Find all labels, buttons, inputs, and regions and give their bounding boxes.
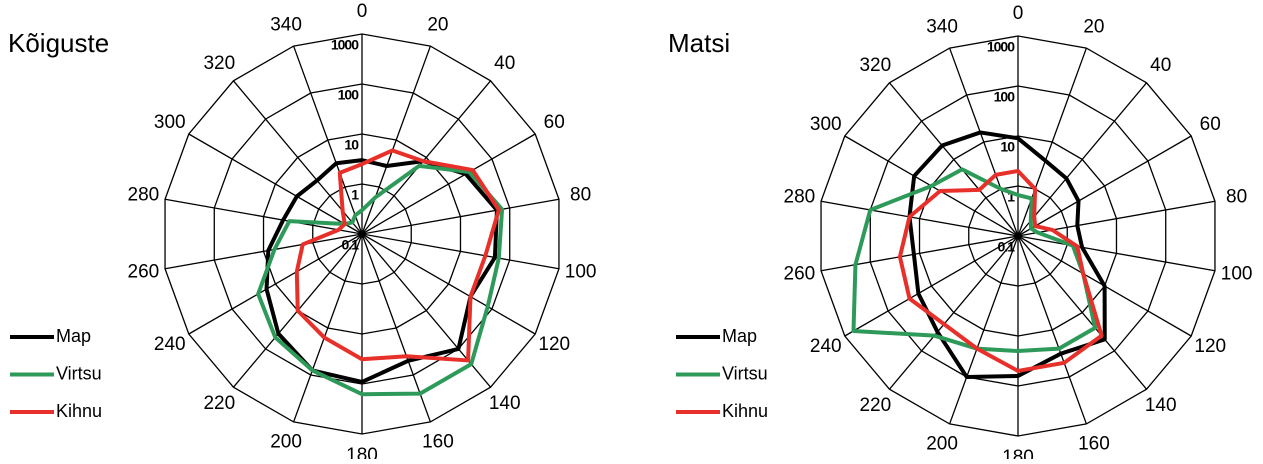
legend-label: Kihnu bbox=[56, 401, 102, 421]
spoke bbox=[188, 233, 363, 335]
angle-label: 320 bbox=[203, 53, 235, 74]
angle-label: 320 bbox=[859, 55, 891, 76]
spoke bbox=[1017, 235, 1216, 272]
angle-label: 140 bbox=[489, 393, 521, 414]
spoke bbox=[1017, 47, 1088, 237]
angle-label: 200 bbox=[926, 434, 958, 455]
angle-label: 140 bbox=[1145, 395, 1177, 416]
angle-label: 220 bbox=[859, 395, 891, 416]
angle-label: 260 bbox=[128, 262, 160, 283]
angle-label: 20 bbox=[1083, 16, 1104, 37]
angle-label: 300 bbox=[154, 112, 186, 133]
spoke bbox=[188, 133, 363, 235]
angle-label: 40 bbox=[1150, 55, 1171, 76]
radar-chart: Matsi 0 20 40 60 80 100 120 140 160 180 200 220 240 26… bbox=[668, 3, 1253, 464]
legend-label: Map bbox=[722, 326, 757, 346]
r-tick-label: 0.1 bbox=[342, 237, 360, 253]
spoke bbox=[164, 233, 363, 270]
chart-title: Kõiguste bbox=[8, 28, 109, 58]
spoke bbox=[1017, 82, 1148, 237]
series-line bbox=[907, 130, 1107, 379]
spoke bbox=[292, 233, 363, 423]
spoke bbox=[164, 198, 363, 235]
angle-label: 340 bbox=[270, 14, 302, 35]
r-tick-label: 1000 bbox=[331, 37, 359, 53]
angle-label: 180 bbox=[346, 445, 378, 459]
legend-label: Virtsu bbox=[56, 363, 102, 383]
spoke bbox=[844, 235, 1019, 337]
radar-chart: Kõiguste 0 20 40 60 80 100 120 140 160 180 200 220 24… bbox=[8, 1, 597, 464]
chart-title: Matsi bbox=[668, 28, 730, 58]
r-tick-label: 100 bbox=[338, 87, 360, 103]
angle-label: 200 bbox=[270, 432, 302, 453]
angle-label: 120 bbox=[538, 334, 570, 355]
angle-label: 80 bbox=[570, 184, 591, 205]
series-line bbox=[264, 158, 499, 384]
spoke bbox=[948, 235, 1019, 425]
angle-label: 180 bbox=[1002, 447, 1034, 459]
angle-label: 80 bbox=[1226, 186, 1247, 207]
angle-label: 60 bbox=[1200, 114, 1221, 135]
r-tick-label: 1 bbox=[351, 187, 359, 203]
angle-label: 0 bbox=[357, 1, 368, 22]
spoke bbox=[292, 45, 363, 235]
angle-label: 340 bbox=[926, 16, 958, 37]
angle-label: 160 bbox=[1078, 434, 1110, 455]
spoke bbox=[948, 47, 1019, 237]
spoke bbox=[361, 80, 492, 235]
angle-label: 260 bbox=[784, 264, 816, 285]
spoke bbox=[1017, 135, 1192, 237]
spoke bbox=[361, 233, 536, 335]
angle-label: 280 bbox=[784, 186, 816, 207]
angle-label: 220 bbox=[203, 393, 235, 414]
angle-label: 20 bbox=[427, 14, 448, 35]
spoke bbox=[1017, 235, 1148, 390]
angle-label: 300 bbox=[810, 114, 842, 135]
spoke bbox=[361, 233, 560, 270]
r-tick-label: 10 bbox=[344, 137, 359, 153]
angle-label: 120 bbox=[1194, 336, 1226, 357]
spoke bbox=[820, 200, 1019, 237]
spoke bbox=[361, 45, 432, 235]
angle-label: 100 bbox=[1221, 264, 1253, 285]
angle-label: 240 bbox=[810, 336, 842, 357]
spoke bbox=[1017, 235, 1088, 425]
angle-label: 0 bbox=[1013, 3, 1024, 24]
r-tick-label: 0.1 bbox=[998, 239, 1016, 255]
angle-label: 100 bbox=[565, 262, 597, 283]
legend-label: Virtsu bbox=[722, 363, 768, 383]
spoke bbox=[361, 133, 536, 235]
spoke bbox=[361, 198, 560, 235]
spoke bbox=[361, 233, 432, 423]
r-tick-label: 1000 bbox=[987, 39, 1015, 55]
r-tick-label: 10 bbox=[1000, 139, 1015, 155]
legend-label: Kihnu bbox=[722, 401, 768, 421]
r-tick-label: 1 bbox=[1007, 189, 1015, 205]
angle-label: 160 bbox=[422, 432, 454, 453]
angle-label: 60 bbox=[544, 112, 565, 133]
angle-label: 280 bbox=[128, 184, 160, 205]
angle-label: 40 bbox=[494, 53, 515, 74]
angle-label: 240 bbox=[154, 334, 186, 355]
legend-label: Map bbox=[56, 326, 91, 346]
series-line bbox=[294, 148, 501, 363]
spoke bbox=[888, 235, 1019, 390]
r-tick-label: 100 bbox=[994, 89, 1016, 105]
spoke bbox=[888, 82, 1019, 237]
series-line bbox=[897, 168, 1104, 373]
series-line bbox=[851, 167, 1098, 354]
